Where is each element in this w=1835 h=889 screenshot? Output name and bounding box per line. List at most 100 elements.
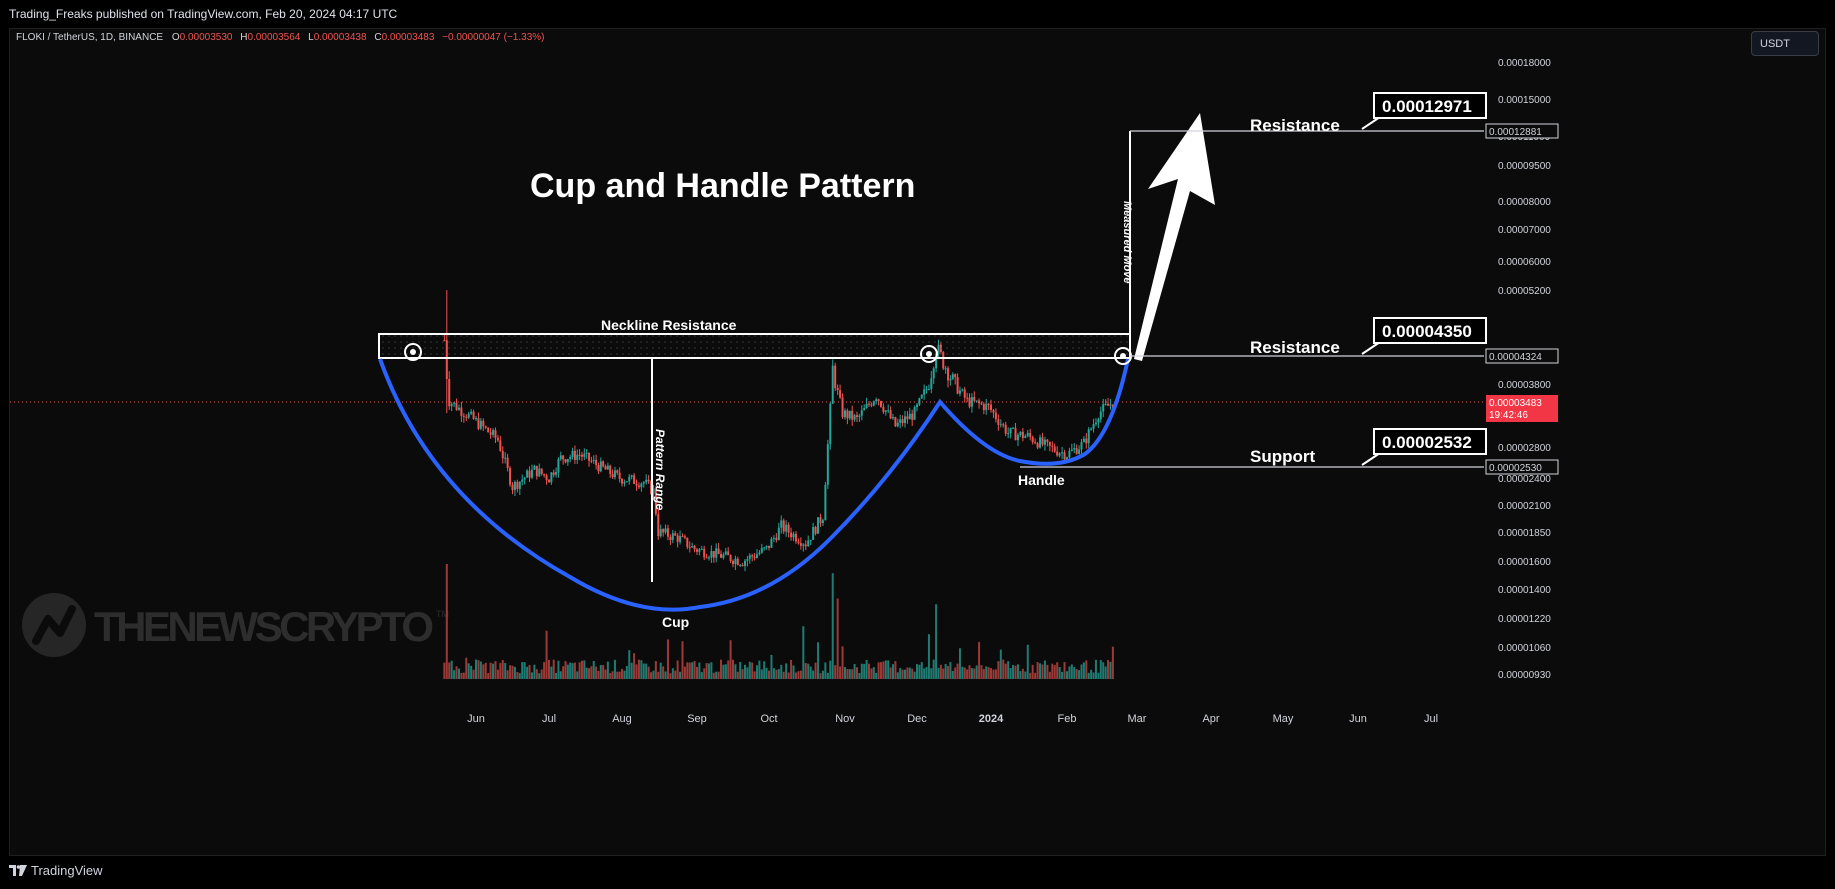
volume-bar	[956, 663, 959, 679]
candle-body	[595, 459, 598, 466]
price-tick-label: 0.00003800	[1498, 380, 1551, 391]
volume-bar	[662, 666, 665, 679]
tradingview-brand[interactable]: TradingView	[9, 863, 103, 878]
candle-body	[814, 526, 817, 534]
candle-body	[1066, 457, 1068, 460]
candle-body	[872, 401, 875, 406]
candle-body	[736, 558, 739, 565]
candle-body	[942, 352, 945, 369]
candle-body	[1029, 432, 1032, 438]
volume-bar	[1002, 659, 1005, 679]
volume-bar	[717, 671, 720, 679]
volume-bar	[450, 660, 453, 679]
volume-bar	[732, 659, 734, 679]
low-value: 0.00003438	[314, 32, 367, 43]
volume-bar	[671, 668, 674, 679]
candle-body	[746, 559, 749, 561]
volume-bar	[564, 661, 567, 679]
callout-lower: 0.00002532	[1361, 428, 1487, 466]
volume-bar	[1104, 666, 1107, 679]
currency-button[interactable]: USDT	[1751, 31, 1819, 56]
price-tick-label: 0.00001600	[1498, 557, 1551, 568]
price-tick-label: 0.00015000	[1498, 95, 1551, 106]
volume-bar	[470, 665, 473, 679]
volume-bar	[635, 664, 638, 679]
volume-bar	[999, 649, 1002, 679]
volume-bar	[550, 666, 553, 679]
volume-bar	[511, 665, 514, 679]
candle-body	[1085, 438, 1088, 444]
volume-bar	[939, 664, 942, 679]
candle-body	[999, 424, 1002, 426]
candle-body	[831, 365, 834, 404]
volume-bar	[552, 659, 555, 679]
candle-body	[1068, 450, 1071, 458]
volume-bar	[824, 662, 827, 679]
volume-bar	[647, 666, 650, 679]
high-label: H	[240, 32, 247, 43]
measured-move-label: Measured Move	[1121, 201, 1133, 284]
time-tick-label: Apr	[1202, 713, 1219, 725]
candle-body	[809, 539, 812, 541]
candle-body	[763, 547, 766, 549]
chart-canvas[interactable]: THENEWSCRYPTO TM Neckline Resistance Pat…	[10, 29, 1827, 857]
volume-bar	[932, 659, 935, 679]
volume-bar	[1087, 672, 1090, 679]
cup-label: Cup	[662, 614, 689, 630]
candle-body	[642, 482, 645, 484]
candle-body	[548, 479, 550, 483]
candle-body	[679, 536, 682, 542]
volume-bar	[475, 659, 477, 679]
candle-body	[1078, 449, 1081, 454]
volume-bar	[782, 671, 785, 679]
volume-bar	[904, 669, 906, 679]
volume-bar	[768, 670, 770, 679]
candle-body	[1056, 451, 1059, 456]
volume-bar	[807, 663, 810, 679]
volume-bar	[860, 663, 863, 679]
price-tick-label: 0.00000930	[1498, 670, 1551, 681]
volume-bar	[715, 671, 718, 679]
candle-body	[785, 524, 788, 532]
footer-bar	[0, 857, 1835, 889]
volume-bar	[453, 670, 456, 679]
cup-curve	[378, 358, 1130, 612]
chart-panel[interactable]: THENEWSCRYPTO TM Neckline Resistance Pat…	[9, 28, 1826, 856]
volume-bar	[1109, 661, 1112, 679]
volume-bar	[472, 669, 475, 679]
volume-bar	[913, 671, 916, 679]
candle-body	[482, 420, 485, 427]
candle-body	[588, 452, 591, 461]
time-tick-label: Oct	[760, 713, 777, 725]
candle-body	[654, 488, 657, 515]
candle-body	[1043, 439, 1046, 445]
volume-bar	[975, 665, 978, 679]
candle-body	[804, 544, 807, 547]
candle-body	[739, 564, 742, 566]
candle-body	[982, 404, 985, 411]
volume-bar	[1026, 644, 1029, 679]
time-scale[interactable]: Jun Jul Aug Sep Oct Nov Dec 2024 Feb Mar Apr May Jun…	[467, 713, 1438, 725]
candle-body	[889, 410, 892, 419]
candle-body	[501, 450, 504, 459]
volume-bar	[1073, 667, 1076, 679]
volume-bar	[870, 668, 873, 679]
volume-bar	[1090, 669, 1093, 679]
volume-bar	[540, 669, 543, 679]
resistance-label-upper: Resistance	[1250, 116, 1340, 135]
candle-body	[526, 470, 529, 478]
volume-bar	[492, 663, 495, 679]
candle-body	[552, 472, 555, 475]
volume-bar	[829, 660, 832, 679]
candle-body	[992, 410, 995, 413]
volume-bar	[826, 672, 829, 679]
candle-body	[523, 477, 526, 480]
volume-bar	[812, 670, 815, 679]
volume-bar	[927, 634, 930, 679]
candle-body	[973, 397, 976, 401]
candle-body	[613, 470, 616, 478]
candle-body	[1046, 439, 1049, 442]
volume-bar	[625, 665, 628, 679]
price-scale[interactable]: 0.000180000.000150000.000110000.00009500…	[1498, 58, 1551, 681]
candle-body	[951, 374, 954, 379]
